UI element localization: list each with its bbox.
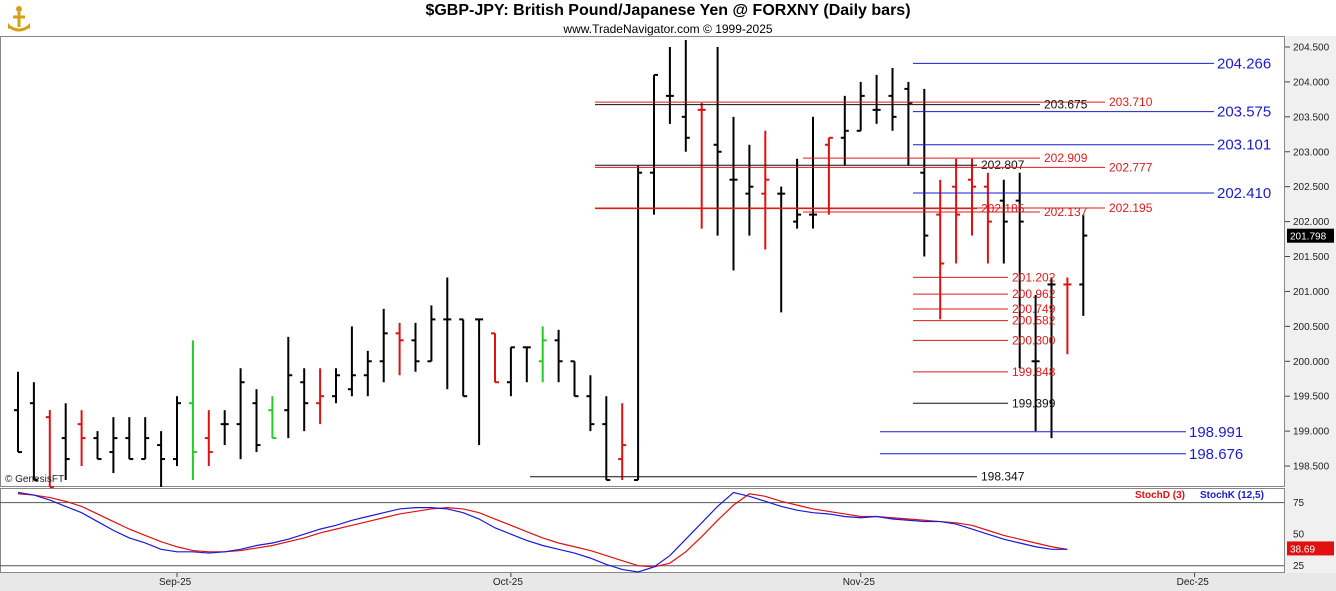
price-tick-label: 204.500 [1293,42,1330,53]
price-tick-label: 203.000 [1293,147,1330,158]
level-label: 203.710 [1109,95,1153,109]
level-label: 203.675 [1044,98,1088,112]
level-label: 200.582 [1012,314,1056,328]
price-tick-label: 204.000 [1293,77,1330,88]
level-label: 202.410 [1217,185,1271,202]
oscillator-panel [0,488,1285,573]
price-tick-label: 199.500 [1293,392,1330,403]
chart-title: $GBP-JPY: British Pound/Japanese Yen @ F… [425,2,911,19]
level-label: 202.185 [981,202,1025,216]
level-label: 198.991 [1189,424,1243,441]
price-tick-label: 201.000 [1293,287,1330,298]
price-tick-label: 199.000 [1293,427,1330,438]
time-tick-label: Dec-25 [1177,577,1210,588]
chart-subtitle: www.TradeNavigator.com © 1999-2025 [563,22,773,36]
price-axis-panel [1285,36,1336,573]
price-bars [14,40,1088,488]
level-label: 203.101 [1217,137,1271,154]
level-label: 200.962 [1012,287,1056,301]
time-axis-panel [0,573,1336,591]
level-label: 198.347 [981,470,1025,484]
stochastic-panel: 75 50 25 38.69 StochD (3) StochK (12,5) [0,490,1334,573]
last-price-box [1287,228,1334,243]
stochk-legend: StochK (12,5) [1200,490,1264,501]
level-lines: 204.266 203.710 203.675 203.575 203.101 202.9… [530,55,1271,484]
time-axis: Sep-25 Oct-25 Nov-25 Dec-25 [159,573,1209,588]
level-label: 204.266 [1217,55,1271,72]
stoch-d-line [17,493,1068,568]
time-tick-label: Oct-25 [493,577,523,588]
level-label: 198.676 [1189,446,1243,463]
level-label: 202.195 [1109,201,1153,215]
price-tick-label: 200.000 [1293,357,1330,368]
level-label: 202.807 [981,158,1025,172]
trade-navigator-logo-icon [8,6,30,32]
level-label: 202.777 [1109,160,1153,174]
time-tick-label: Sep-25 [159,577,192,588]
level-label: 200.300 [1012,333,1056,347]
stoch-k-line [17,491,1068,573]
price-tick-label: 200.500 [1293,322,1330,333]
osc-last-value-label: 38.69 [1290,544,1315,555]
osc-tick-label: 25 [1293,561,1305,572]
stochd-legend: StochD (3) [1135,490,1185,501]
time-tick-label: Nov-25 [843,577,876,588]
price-tick-label: 201.500 [1293,252,1330,263]
level-label: 199.399 [1012,396,1056,410]
level-label: 201.202 [1012,270,1056,284]
level-label: 203.575 [1217,104,1271,121]
level-label: 202.137 [1044,205,1088,219]
level-label: 200.749 [1012,302,1056,316]
price-tick-label: 202.000 [1293,217,1330,228]
level-label: 199.848 [1012,365,1056,379]
level-label: 202.909 [1044,151,1088,165]
osc-tick-label: 75 [1293,498,1305,509]
osc-last-value-box [1287,541,1334,556]
last-price-label: 201.798 [1290,232,1327,243]
price-tick-label: 202.500 [1293,182,1330,193]
price-axis: 204.500 204.000 203.500 203.000 202.500 202.0… [1285,42,1334,473]
price-tick-label: 198.500 [1293,462,1330,473]
price-tick-label: 203.500 [1293,112,1330,123]
osc-tick-label: 50 [1293,530,1305,541]
copyright-label: © GenesisFT [5,474,65,485]
